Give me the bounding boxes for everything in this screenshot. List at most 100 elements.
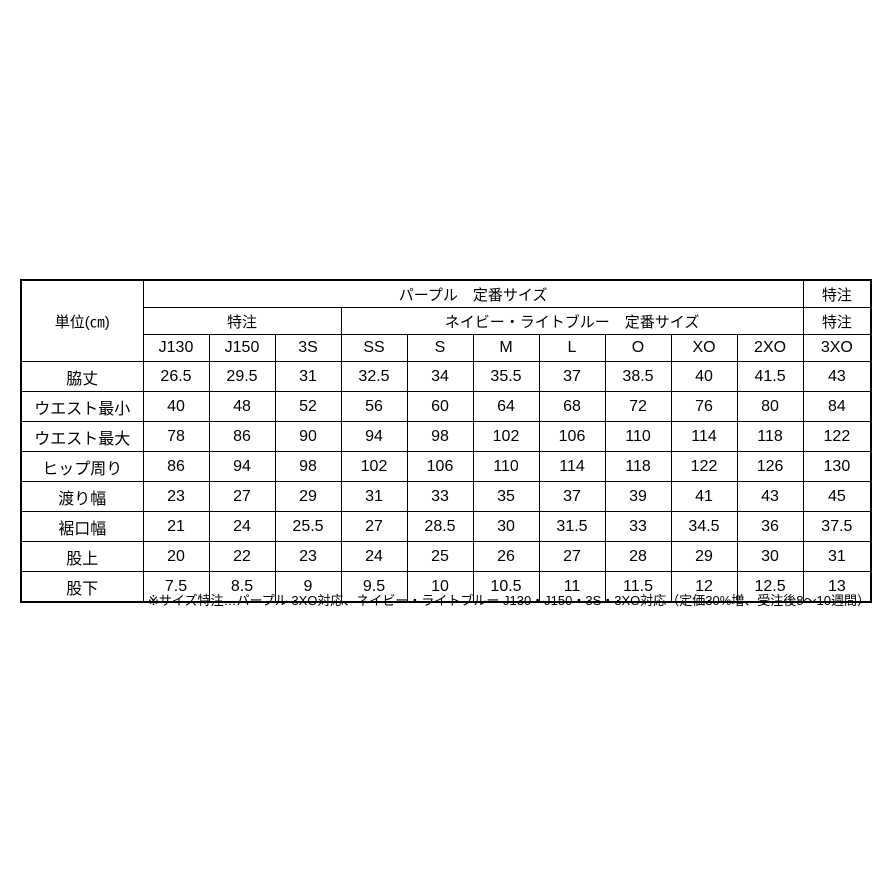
measurement-cell: 11 — [538, 571, 606, 603]
measurement-cell: 27 — [340, 511, 408, 542]
measurement-cell: 40 — [670, 361, 738, 392]
measurement-cell: 12.5 — [736, 571, 804, 603]
measurement-cell: 25.5 — [274, 511, 342, 542]
measurement-cell: 68 — [538, 391, 606, 422]
measurement-cell: 86 — [142, 451, 210, 482]
measurement-cell: 11.5 — [604, 571, 672, 603]
size-column-header-m: M — [472, 334, 540, 362]
measurement-cell: 27 — [538, 541, 606, 572]
measurement-cell: 22 — [208, 541, 276, 572]
size-column-header-xo: XO — [670, 334, 738, 362]
measurement-row-label: ウエスト最小 — [20, 391, 144, 422]
measurement-cell: 26.5 — [142, 361, 210, 392]
measurement-row-label: 裾口幅 — [20, 511, 144, 542]
size-column-header-s: S — [406, 334, 474, 362]
group-header-custom-bottom: 特注 — [802, 307, 872, 335]
measurement-cell: 78 — [142, 421, 210, 452]
measurement-cell: 20 — [142, 541, 210, 572]
measurement-cell: 80 — [736, 391, 804, 422]
measurement-cell: 29 — [274, 481, 342, 512]
measurement-cell: 24 — [340, 541, 408, 572]
measurement-cell: 90 — [274, 421, 342, 452]
measurement-cell: 24 — [208, 511, 276, 542]
measurement-cell: 41 — [670, 481, 738, 512]
measurement-cell: 98 — [274, 451, 342, 482]
measurement-cell: 122 — [670, 451, 738, 482]
measurement-cell: 10 — [406, 571, 474, 603]
measurement-cell: 106 — [538, 421, 606, 452]
measurement-cell: 33 — [604, 511, 672, 542]
table-row: 股上 20 22 23 24 25 26 27 28 29 30 31 — [20, 541, 872, 572]
size-column-header-3s: 3S — [274, 334, 342, 362]
measurement-row-label: 渡り幅 — [20, 481, 144, 512]
measurement-row-label: 脇丈 — [20, 361, 144, 392]
measurement-cell: 9.5 — [340, 571, 408, 603]
measurement-cell: 29 — [670, 541, 738, 572]
measurement-cell: 126 — [736, 451, 804, 482]
table-row: ウエスト最大 78 86 90 94 98 102 106 110 114 118 122 — [20, 421, 872, 452]
measurement-cell: 12 — [670, 571, 738, 603]
measurement-cell: 39 — [604, 481, 672, 512]
measurement-cell: 94 — [340, 421, 408, 452]
measurement-cell: 8.5 — [208, 571, 276, 603]
table-row: 股下 7.5 8.5 9 9.5 10 10.5 11 11.5 12 12.5 13 — [20, 571, 872, 603]
measurement-cell: 32.5 — [340, 361, 408, 392]
measurement-cell: 13 — [802, 571, 872, 603]
group-header-navy-lightblue: ネイビー・ライトブルー 定番サイズ — [340, 307, 804, 335]
measurement-cell: 45 — [802, 481, 872, 512]
size-column-header-l: L — [538, 334, 606, 362]
measurement-cell: 23 — [274, 541, 342, 572]
measurement-cell: 118 — [604, 451, 672, 482]
measurement-cell: 29.5 — [208, 361, 276, 392]
measurement-row-label: 股下 — [20, 571, 144, 603]
measurement-cell: 110 — [604, 421, 672, 452]
measurement-cell: 10.5 — [472, 571, 540, 603]
measurement-cell: 98 — [406, 421, 474, 452]
measurement-cell: 35.5 — [472, 361, 540, 392]
size-column-header-j150: J150 — [208, 334, 276, 362]
measurement-cell: 26 — [472, 541, 540, 572]
size-column-header-o: O — [604, 334, 672, 362]
size-column-header-ss: SS — [340, 334, 408, 362]
table-row: 渡り幅 23 27 29 31 33 35 37 39 41 43 45 — [20, 481, 872, 512]
measurement-cell: 31 — [340, 481, 408, 512]
measurement-cell: 43 — [736, 481, 804, 512]
size-column-header-j130: J130 — [142, 334, 210, 362]
measurement-cell: 76 — [670, 391, 738, 422]
measurement-cell: 114 — [538, 451, 606, 482]
measurement-cell: 31.5 — [538, 511, 606, 542]
measurement-cell: 102 — [340, 451, 408, 482]
group-header-custom-left: 特注 — [142, 307, 342, 335]
measurement-cell: 94 — [208, 451, 276, 482]
size-column-header-3xo: 3XO — [802, 334, 872, 362]
measurement-cell: 35 — [472, 481, 540, 512]
measurement-cell: 21 — [142, 511, 210, 542]
table-row: 脇丈 26.5 29.5 31 32.5 34 35.5 37 38.5 40 41.5 43 — [20, 361, 872, 392]
measurement-cell: 33 — [406, 481, 474, 512]
measurement-cell: 40 — [142, 391, 210, 422]
table-row: 裾口幅 21 24 25.5 27 28.5 30 31.5 33 34.5 36 37.5 — [20, 511, 872, 542]
measurement-cell: 31 — [802, 541, 872, 572]
measurement-cell: 122 — [802, 421, 872, 452]
measurement-cell: 106 — [406, 451, 474, 482]
measurement-cell: 60 — [406, 391, 474, 422]
header-row-size-labels: J130 J150 3S SS S M L O XO 2XO 3XO — [21, 334, 872, 362]
size-column-header-2xo: 2XO — [736, 334, 804, 362]
measurement-cell: 25 — [406, 541, 474, 572]
measurement-cell: 34.5 — [670, 511, 738, 542]
measurement-cell: 64 — [472, 391, 540, 422]
measurement-cell: 114 — [670, 421, 738, 452]
measurement-cell: 43 — [802, 361, 872, 392]
measurement-cell: 56 — [340, 391, 408, 422]
measurement-cell: 118 — [736, 421, 804, 452]
size-chart-table-container: 単位(㎝) パープル 定番サイズ 特注 特注 ネイビー・ライトブルー 定番サイズ… — [20, 279, 873, 603]
measurement-row-label: 股上 — [20, 541, 144, 572]
measurement-cell: 37 — [538, 481, 606, 512]
measurement-cell: 27 — [208, 481, 276, 512]
measurement-cell: 34 — [406, 361, 474, 392]
group-header-custom-top: 特注 — [802, 279, 872, 308]
size-chart-table: 単位(㎝) パープル 定番サイズ 特注 特注 ネイビー・ライトブルー 定番サイズ… — [20, 279, 873, 603]
measurement-cell: 30 — [472, 511, 540, 542]
measurement-cell: 84 — [802, 391, 872, 422]
measurement-cell: 102 — [472, 421, 540, 452]
